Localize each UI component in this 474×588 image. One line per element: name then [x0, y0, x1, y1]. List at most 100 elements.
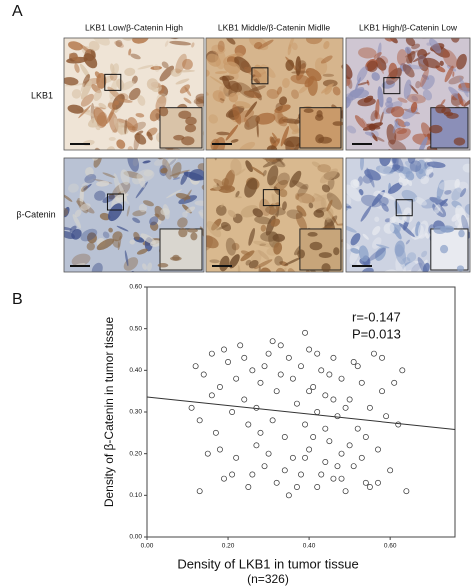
tissue-blob: [80, 185, 88, 192]
tissue-blob: [291, 42, 298, 51]
scatter-point: [245, 484, 252, 490]
tissue-blob: [274, 104, 291, 113]
tissue-blob: [375, 165, 395, 175]
tissue-blob: [80, 82, 85, 92]
inset-cell: [453, 137, 466, 146]
inset-cell: [158, 106, 169, 117]
tissue-blob: [305, 38, 323, 45]
tissue-blob: [223, 61, 241, 75]
tissue-blob: [297, 183, 309, 197]
tissue-blob: [411, 95, 419, 102]
tissue-blob: [206, 69, 210, 77]
tissue-blob: [113, 117, 123, 136]
tissue-blob: [284, 256, 302, 266]
tissue-blob: [411, 43, 421, 50]
scatter-point: [298, 363, 304, 370]
tissue-blob: [362, 122, 383, 131]
tissue-blob: [260, 224, 267, 232]
row-label: β-Catenin: [16, 209, 55, 219]
inset-cell: [178, 228, 188, 238]
tissue-blob: [295, 193, 300, 200]
tissue-blob: [102, 231, 110, 239]
scatter-point: [293, 484, 300, 490]
tissue-blob: [360, 205, 372, 222]
tissue-blob: [137, 174, 146, 188]
tissue-blob: [94, 71, 101, 79]
tissue-blob: [169, 40, 192, 46]
tissue-blob: [212, 185, 221, 191]
tissue-blob: [346, 184, 362, 202]
tissue-blob: [470, 230, 474, 245]
tissue-blob: [459, 188, 467, 198]
tissue-blob: [150, 65, 163, 70]
tissue-blob: [350, 233, 361, 246]
inset-cell: [333, 247, 340, 256]
inset-cell: [458, 229, 465, 238]
tissue-blob: [398, 172, 406, 180]
tissue-blob: [378, 60, 384, 74]
tissue-blob: [129, 239, 136, 245]
tissue-blob: [357, 81, 369, 86]
y-axis-label: Density of β-Catenin in tumor tissue: [102, 317, 116, 508]
tissue-blob: [237, 264, 241, 272]
tissue-blob: [403, 79, 412, 99]
roi-box: [395, 199, 413, 217]
tissue-blob: [126, 117, 138, 133]
scatter-point: [310, 434, 317, 440]
tissue-blob: [220, 98, 225, 102]
scatter-point: [350, 463, 357, 470]
tissue-blob: [219, 255, 230, 272]
tissue-blob: [423, 158, 429, 162]
tissue-blob: [415, 80, 421, 89]
tissue-blob: [170, 68, 182, 77]
column-header: LKB1 High/β-Catenin Low: [359, 22, 458, 32]
tissue-blob: [322, 73, 335, 77]
tissue-blob: [194, 200, 204, 206]
inset-cell: [429, 124, 443, 134]
x-tick-label: 0.20: [222, 543, 235, 550]
tissue-blob: [388, 62, 398, 80]
scatter-point: [289, 454, 296, 461]
tissue-blob: [271, 193, 280, 203]
image-frame: [345, 157, 471, 273]
scatter-point: [249, 471, 256, 478]
micrograph: [346, 38, 470, 150]
tissue-blob: [260, 267, 272, 272]
scatter-point: [350, 359, 357, 365]
tissue-blob: [379, 111, 384, 125]
scatter-point: [306, 346, 313, 353]
tissue-blob: [269, 136, 277, 148]
y-tick-label: 0.30: [129, 409, 142, 416]
tissue-blob: [49, 188, 65, 204]
tissue-blob: [254, 216, 272, 225]
tissue-blob: [282, 77, 290, 88]
tissue-blob: [72, 214, 82, 229]
tissue-blob: [374, 136, 385, 142]
scatter-point: [216, 384, 223, 390]
inset-cell: [446, 112, 459, 119]
scatter-point: [273, 479, 280, 486]
tissue-blob: [350, 247, 360, 254]
tissue-blob: [117, 98, 133, 103]
tissue-blob: [81, 177, 97, 186]
tissue-blob: [164, 40, 169, 47]
tissue-blob: [321, 207, 334, 220]
tissue-blob: [132, 217, 141, 224]
tissue-blob: [374, 216, 380, 222]
tissue-blob: [286, 209, 303, 220]
scatter-point: [229, 471, 236, 478]
tissue-blob: [459, 77, 469, 98]
tissue-blob: [326, 212, 333, 223]
tissue-blob: [69, 53, 81, 62]
x-axis-sublabel: (n=326): [247, 572, 289, 586]
scatter-point: [249, 367, 256, 374]
tissue-blob: [64, 226, 72, 231]
tissue-blob: [405, 239, 410, 245]
scatter-point: [338, 475, 345, 482]
scatter-point: [330, 475, 337, 482]
scatter-point: [269, 417, 276, 424]
tissue-blob: [375, 247, 386, 261]
tissue-blob: [102, 172, 116, 178]
tissue-blob: [308, 202, 314, 209]
annotation: P=0.013: [352, 326, 401, 341]
